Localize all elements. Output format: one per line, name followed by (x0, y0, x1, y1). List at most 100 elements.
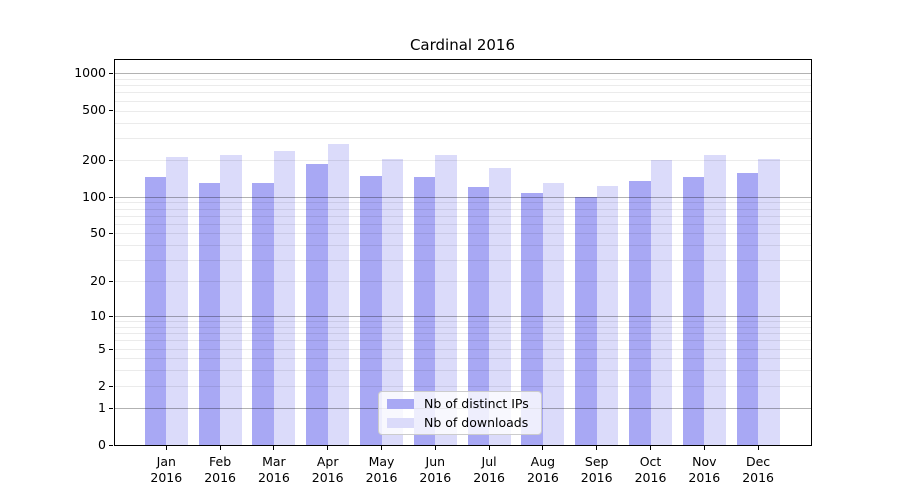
gridline-minor (115, 260, 811, 262)
gridline-minor (115, 281, 811, 283)
x-tick-label-month: Jun (425, 454, 446, 469)
x-tick-label: Jul 2016 (473, 454, 505, 486)
x-axis-tick (273, 446, 275, 450)
x-axis-tick (327, 446, 329, 450)
gridline-major (115, 73, 811, 75)
gridline-minor (115, 110, 811, 112)
y-axis-tick (109, 385, 113, 387)
bar-downloads-aug (542, 183, 565, 445)
x-axis-tick (596, 446, 598, 450)
bar-downloads-apr (327, 144, 350, 445)
y-tick-label: 500 (82, 102, 106, 118)
bar-downloads-dec (758, 159, 780, 445)
x-axis-tick (434, 446, 436, 450)
x-tick-label-month: Nov (692, 454, 717, 469)
y-tick-label: 1 (98, 399, 106, 415)
y-axis-tick (109, 233, 113, 235)
y-tick-label: 10 (90, 307, 106, 323)
gridline-minor (115, 215, 811, 217)
y-axis-tick (109, 73, 113, 75)
x-tick-label: Apr 2016 (312, 454, 344, 486)
plot-area: 1000 500 200 100 50 20 10 5 2 1 0 Jan 2016 Feb 2016 Mar… (74, 59, 812, 485)
x-tick-label-month: Apr (316, 454, 339, 469)
gridline-minor (115, 233, 811, 235)
gridline-minor (115, 358, 811, 360)
x-tick-label-month: Dec (745, 454, 771, 469)
bar-ips-feb (198, 183, 221, 445)
x-tick-label-year: 2016 (742, 470, 774, 485)
x-tick-label-month: Oct (639, 454, 662, 469)
gridline-minor (115, 122, 811, 124)
y-tick-label: 100 (82, 188, 106, 204)
x-tick-label-year: 2016 (311, 470, 344, 485)
x-tick-label-year: 2016 (688, 470, 721, 485)
gridline-minor (115, 100, 811, 102)
x-tick-label-year: 2016 (526, 470, 559, 485)
y-axis-tick (109, 445, 113, 446)
legend-row-downloads: Nb of downloads (387, 414, 529, 431)
bar-ips-aug (521, 192, 543, 445)
bar-downloads-may (381, 159, 403, 445)
y-tick-label: 50 (90, 225, 106, 241)
gridline-minor (115, 208, 811, 210)
legend-swatch-downloads (387, 417, 414, 428)
x-tick-label-month: Jan (156, 454, 176, 469)
bar-ips-oct (629, 181, 651, 445)
bar-ips-jul (467, 186, 490, 445)
y-tick-label: 5 (98, 340, 106, 356)
bar-downloads-sep (596, 186, 619, 445)
y-axis-tick (109, 110, 113, 112)
x-tick-label-year: 2016 (365, 470, 398, 485)
x-axis-tick (219, 446, 221, 450)
x-tick-label-year: 2016 (204, 470, 236, 485)
legend-row-distinct-ips: Nb of distinct IPs (387, 395, 529, 412)
x-tick-label: Nov 2016 (688, 454, 720, 486)
x-tick-label: Feb 2016 (204, 454, 236, 486)
gridline-minor (115, 333, 811, 335)
x-tick-label: Jan 2016 (150, 454, 182, 486)
gridline-minor (115, 85, 811, 87)
y-axis-tick (109, 348, 113, 350)
gridline-minor (115, 137, 811, 139)
x-tick-label-year: 2016 (419, 470, 452, 485)
bar-downloads-jan (166, 157, 188, 445)
y-tick-label: 200 (82, 151, 106, 167)
x-tick-label-month: Jul (481, 454, 497, 469)
bar-downloads-mar (273, 150, 296, 445)
chart-title: Cardinal 2016 (409, 36, 516, 54)
gridline-major (115, 196, 811, 198)
y-axis-tick (109, 315, 113, 317)
x-tick-label-year: 2016 (580, 470, 613, 485)
gridline-minor (115, 385, 811, 387)
legend: Nb of distinct IPs Nb of downloads (378, 391, 542, 435)
x-axis-tick (542, 446, 544, 450)
gridline-minor (115, 78, 811, 80)
gridline-minor (115, 340, 811, 342)
y-tick-label: 0 (98, 437, 106, 452)
bar-ips-nov (682, 177, 705, 445)
x-axis-tick (381, 446, 382, 450)
gridline-minor (115, 245, 811, 247)
x-tick-label: Dec 2016 (742, 454, 774, 486)
bar-ips-dec (736, 173, 759, 445)
x-tick-label-month: Sep (584, 454, 609, 469)
legend-swatch-distinct-ips (387, 398, 414, 409)
y-axis-tick (109, 281, 113, 283)
x-tick-label: Mar 2016 (258, 454, 290, 486)
x-tick-label-year: 2016 (150, 470, 183, 485)
x-tick-label-month: Feb (209, 454, 232, 469)
gridline-minor (115, 370, 811, 372)
x-axis-tick (165, 446, 167, 450)
x-axis-tick (757, 446, 759, 450)
bar-downloads-nov (704, 155, 726, 445)
legend-label-distinct-ips: Nb of distinct IPs (424, 395, 529, 411)
gridline-minor (115, 326, 811, 328)
x-tick-label-month: May (368, 454, 395, 469)
bar-ips-mar (252, 182, 274, 445)
y-axis-tick (109, 159, 113, 161)
bar-ips-may (360, 176, 382, 445)
gridline-minor (115, 321, 811, 323)
gridline-minor (115, 223, 811, 225)
x-axis-tick (703, 446, 705, 450)
